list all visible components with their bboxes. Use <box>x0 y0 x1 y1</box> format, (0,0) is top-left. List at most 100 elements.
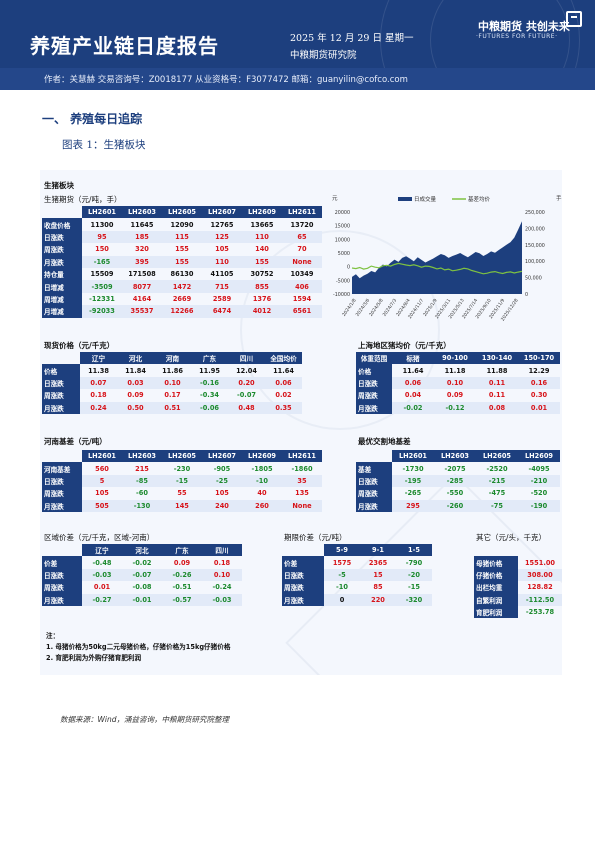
table-cell: 2365 <box>368 558 388 567</box>
column-header: LH2605 <box>476 450 518 463</box>
table-cell: 2589 <box>212 294 232 303</box>
table-cell: -0.07 <box>236 391 256 400</box>
row-label: 月涨跌 <box>42 255 82 268</box>
column-header: LH2601 <box>82 450 122 463</box>
table-cell: 12090 <box>170 220 194 229</box>
table-cell: 12765 <box>210 220 234 229</box>
table-row: 月涨跌 -0.02 -0.12 0.08 0.01 <box>356 401 560 414</box>
table-cell: 4012 <box>242 305 282 318</box>
table-cell: 11.64 <box>273 366 294 375</box>
table-row: 持仓量 15509 171508 86130 41105 30752 10349 <box>42 267 322 281</box>
table-cell: 0.04 <box>404 391 422 400</box>
table-cell: 12.04 <box>236 366 257 375</box>
table-cell: -0.08 <box>132 583 152 592</box>
table-cell: -190 <box>518 499 560 512</box>
table-row: 母猪价格 1551.00 <box>474 556 562 569</box>
table-cell: 5 <box>82 474 122 488</box>
table-cell: 6561 <box>282 305 322 318</box>
table-cell: -130 <box>122 499 162 512</box>
table-row: 周涨跌 0.04 0.09 0.11 0.30 <box>356 389 560 402</box>
column-header: LH2607 <box>202 450 242 463</box>
row-label: 价格 <box>356 364 392 377</box>
row-label: 自繁利润 <box>474 593 518 606</box>
table-cell: None <box>282 499 322 512</box>
table-row: 周涨跌 -10 85 -15 <box>282 581 432 594</box>
table-row: 基差 -1730 -2075 -2520 -4095 <box>356 462 560 475</box>
table-cell: -2520 <box>486 464 508 473</box>
left-tick-label: 0 <box>347 265 350 271</box>
table-cell: 0.03 <box>117 376 154 390</box>
table-cell: -195 <box>392 474 434 488</box>
table-cell: 1594 <box>292 294 312 303</box>
column-header: 河南 <box>154 352 191 365</box>
table-cell: 0.10 <box>154 376 191 390</box>
table-cell: 715 <box>202 280 242 293</box>
report-title: 养殖产业链日度报告 <box>30 34 219 58</box>
table-cell: 406 <box>282 280 322 293</box>
row-label: 月涨跌 <box>42 499 82 512</box>
table-cell: 30752 <box>250 270 274 279</box>
table-cell: 560 <box>95 464 109 473</box>
table-cell: -0.03 <box>202 593 242 606</box>
spot-price-table: 辽宁 河北 河南 广东 四川 全国均价 价格 11.38 11.84 11.86 11.95 12.0… <box>42 352 302 414</box>
table-cell: -92033 <box>82 305 122 318</box>
table-header-row: 体重范围 标猪 90-100 130-140 150-170 <box>356 352 560 365</box>
table-cell: 215 <box>135 464 149 473</box>
table-cell: 11.64 <box>402 366 424 375</box>
column-header: LH2605 <box>162 450 202 463</box>
table-cell: 115 <box>162 230 202 244</box>
table-cell: 0.18 <box>90 391 107 400</box>
author-info: 作者：关慧赫 交易咨询号：Z0018177 从业资格号：F3077472 邮箱：… <box>44 75 408 85</box>
table-cell: 308.00 <box>518 568 562 582</box>
right-tick-label: 100,000 <box>525 259 545 265</box>
table-cell: 855 <box>242 280 282 293</box>
table-cell: 0.18 <box>213 558 231 567</box>
table-cell: -12331 <box>89 294 115 303</box>
column-header: 标猪 <box>392 352 434 365</box>
table-cell: -10 <box>336 583 348 592</box>
table-cell: -0.01 <box>122 593 162 606</box>
table-row: 价差 -0.48 -0.02 0.09 0.18 <box>42 556 242 569</box>
table-cell: 11.84 <box>125 366 146 375</box>
data-source: 数据来源：Wind，涌益咨询，中粮期货研究院整理 <box>60 715 230 724</box>
table-cell: -475 <box>488 489 506 498</box>
table-cell: 155 <box>175 245 189 254</box>
table-row: 周涨跌 105 -60 55 105 40 135 <box>42 487 322 500</box>
table-cell: 55 <box>177 489 187 498</box>
table-cell: -0.02 <box>392 401 434 414</box>
table-row: 月增减 -92033 35537 12266 6474 4012 6561 <box>42 305 322 318</box>
table-cell: 0.48 <box>228 401 265 414</box>
row-label: 基差 <box>356 462 392 475</box>
table-cell: 0.10 <box>434 376 476 390</box>
table-header-row: LH2601 LH2603 LH2605 LH2609 <box>356 450 560 463</box>
table-cell: 105 <box>215 245 229 254</box>
table-row: 日涨跌 95 185 115 125 110 65 <box>42 230 322 244</box>
column-header: 辽宁 <box>80 352 117 365</box>
column-header: LH2611 <box>282 206 322 219</box>
right-tick-label: 150,000 <box>525 243 545 249</box>
column-header: 广东 <box>191 352 228 365</box>
table-row: 周涨跌 0.18 0.09 0.17 -0.34 -0.07 0.02 <box>42 389 302 402</box>
table-cell: 11.86 <box>162 366 183 375</box>
table-row: 月涨跌 0.24 0.50 0.51 -0.06 0.48 0.35 <box>42 401 302 414</box>
table-corner <box>356 450 392 462</box>
left-tick-label: 15000 <box>335 224 350 230</box>
row-label: 周涨跌 <box>42 389 80 402</box>
table-cell: 0.20 <box>228 376 265 390</box>
table-cell: 8077 <box>122 280 162 293</box>
row-label: 周涨跌 <box>356 389 392 402</box>
company-logo-text: 中粮期货 共创未来 <box>478 20 570 33</box>
row-label: 育肥利润 <box>474 605 518 619</box>
table-row: 收盘价格 11300 11645 12090 12765 13665 13720 <box>42 218 322 231</box>
column-header: 河北 <box>122 544 162 557</box>
table-cell: -0.27 <box>82 593 122 606</box>
henan-basis-table: LH2601 LH2603 LH2605 LH2607 LH2609 LH2611 河南基差… <box>42 450 322 512</box>
note-line-2: 2. 育肥利润为外购仔猪育肥利润 <box>46 654 142 662</box>
row-label: 日涨跌 <box>42 230 82 244</box>
table-cell: -112.50 <box>518 593 562 606</box>
table-cell: 0.09 <box>173 558 191 567</box>
column-header: LH2611 <box>282 450 322 463</box>
table-cell: 11.88 <box>486 366 508 375</box>
table-cell: 0.11 <box>476 376 518 390</box>
right-tick-label: 250,000 <box>525 210 545 216</box>
